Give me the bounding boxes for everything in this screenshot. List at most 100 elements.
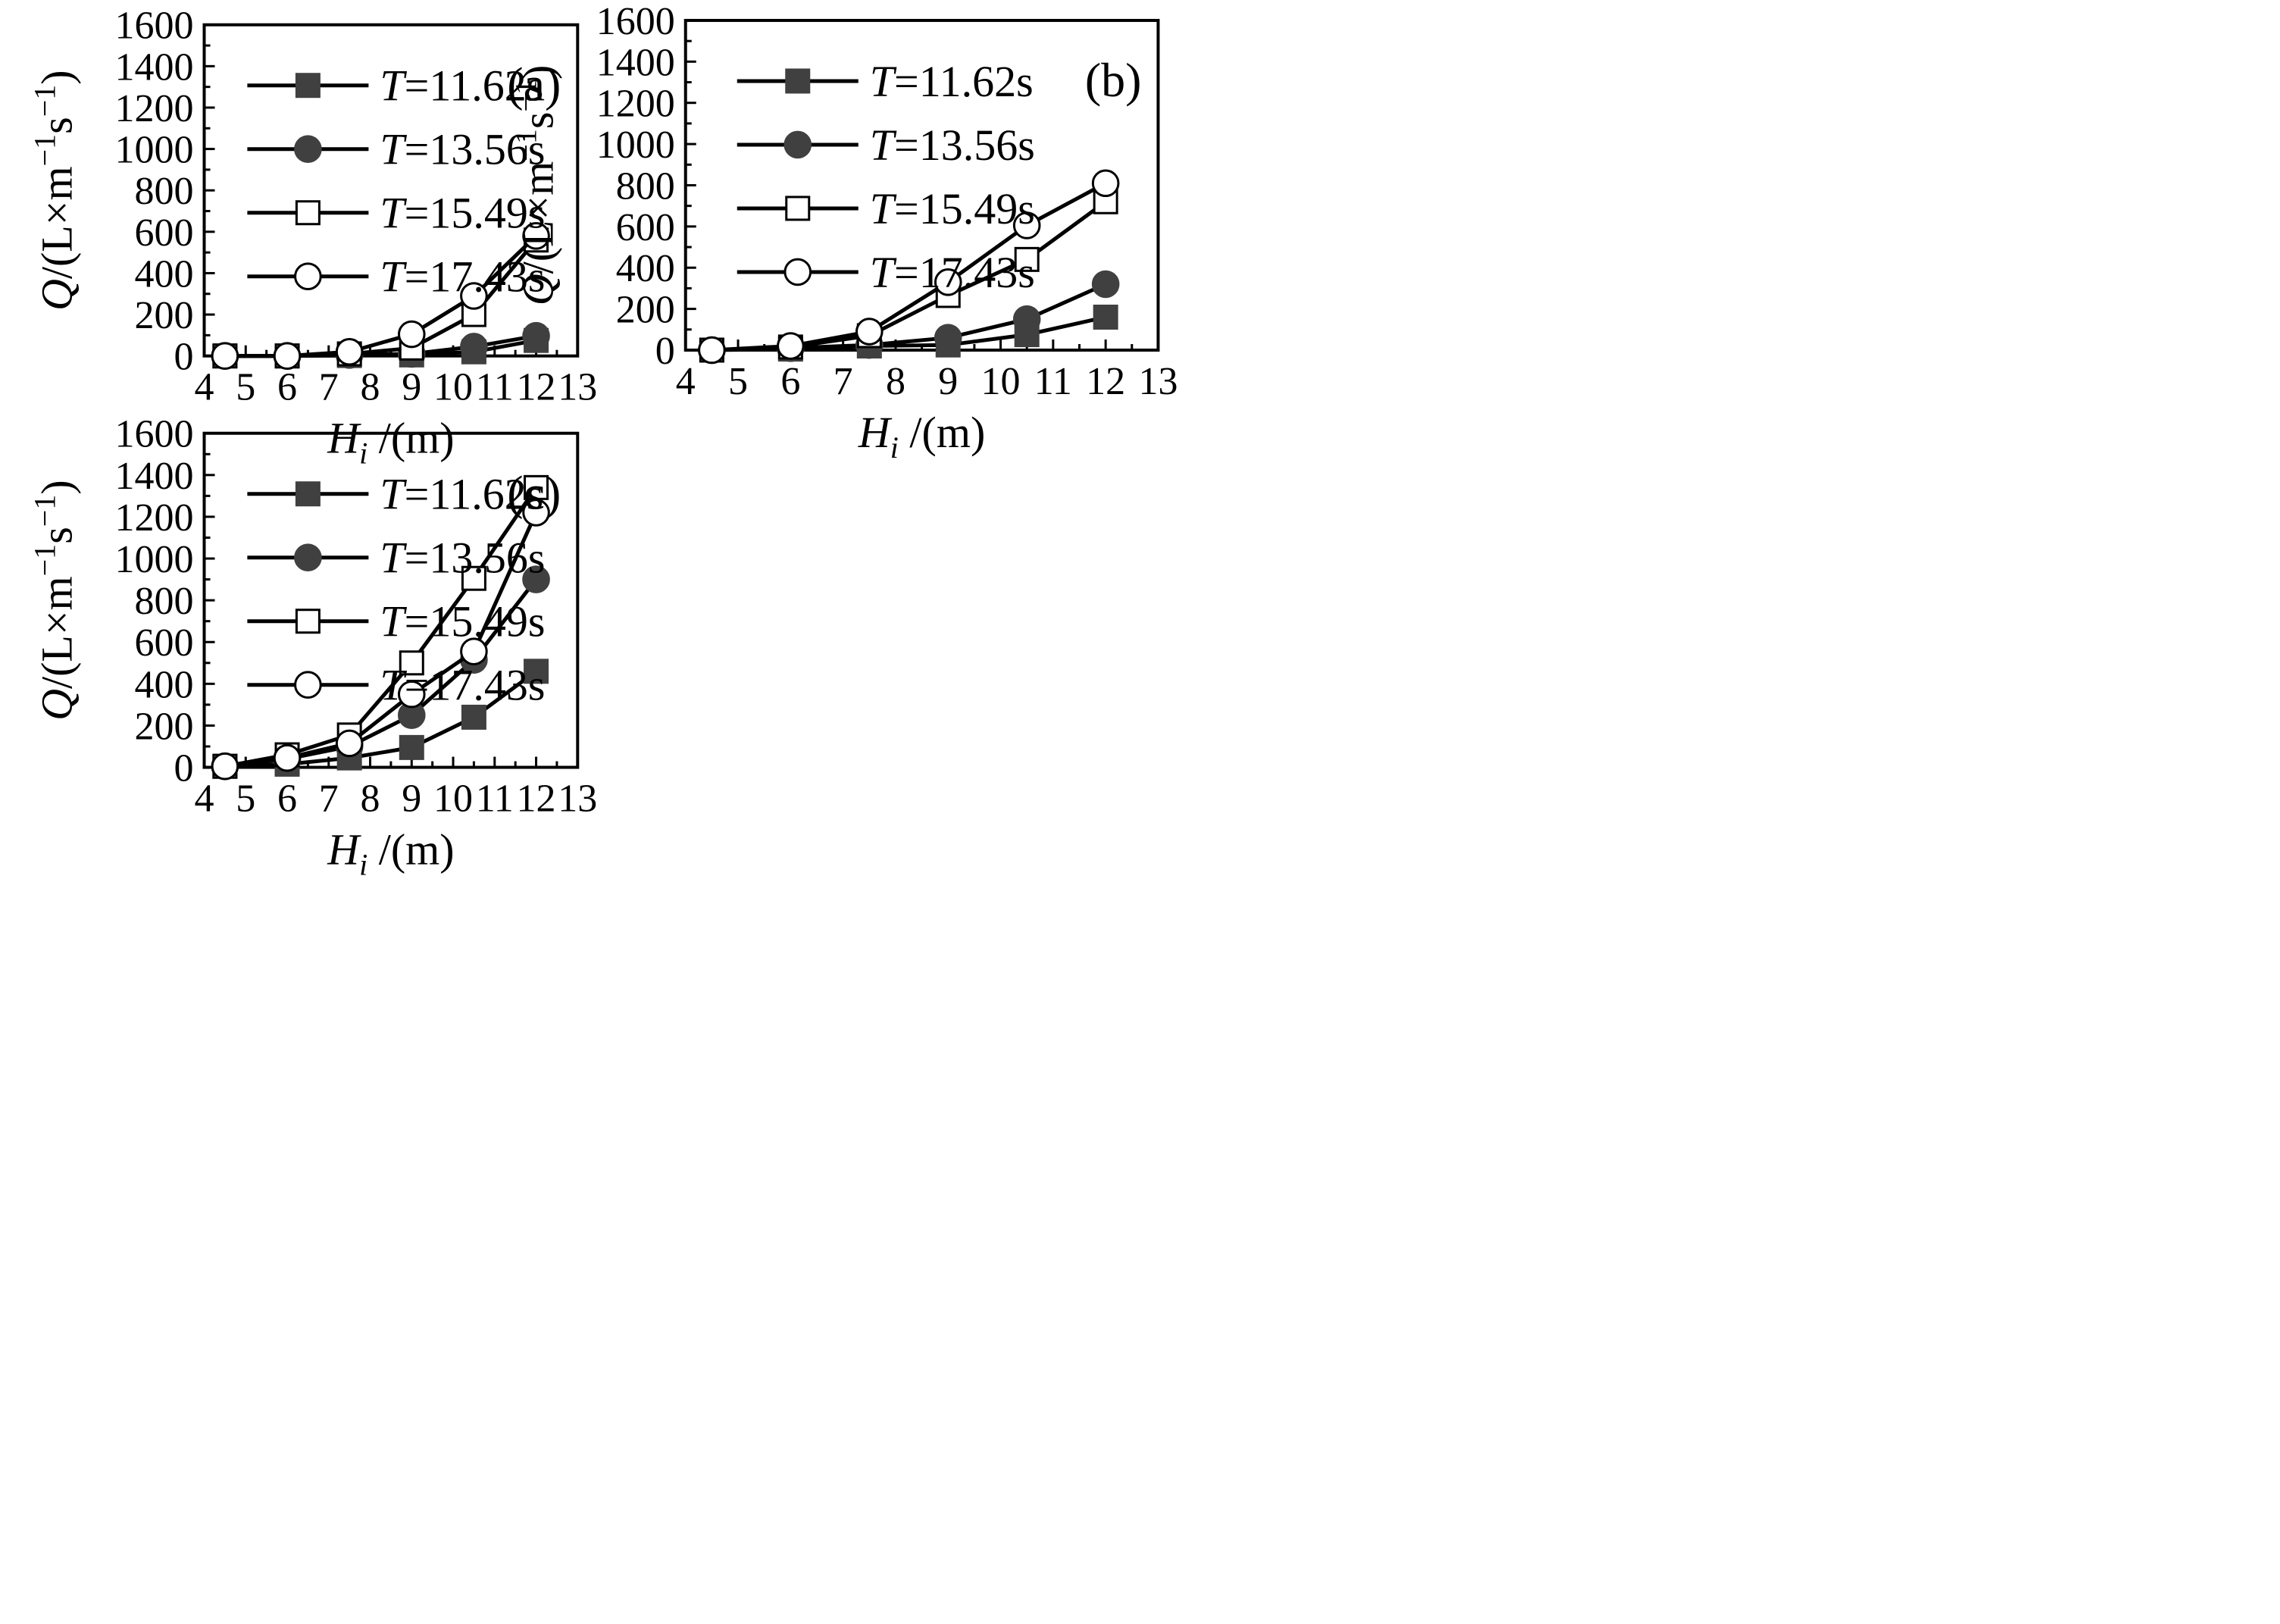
x-axis-label: Hi /(m) [858,408,985,465]
y-axis-label-exp2: −1 [28,495,62,527]
x-tick-label: 5 [236,778,255,821]
legend-entry: T=15.49s [737,184,1035,233]
legend-label-var: T [380,252,407,302]
panel-a: 4 5 6 7 8 9 10 11 12 1302004006008001000120014001… [28,5,598,471]
y-axis-label-exp1: −1 [28,544,62,577]
legend-label-value: =17.43s [405,661,546,710]
y-axis-label: Q/(L×m−1s−1) [28,480,82,721]
x-tick-label: 8 [886,360,905,403]
legend-label-value: =15.49s [894,184,1035,233]
legend-entry: T=11.62s [737,57,1034,106]
legend-label-var: T [380,470,407,519]
x-tick-label: 7 [319,778,339,821]
legend-marker [295,481,321,507]
y-axis-label-var: Q [514,274,563,305]
x-tick-label: 4 [676,360,696,403]
y-axis-label-mid: s [33,527,82,544]
data-point [777,332,805,360]
x-axis-label-unit: /(m) [367,414,454,463]
legend-entry: T=11.62s [247,61,543,111]
x-tick-label: 9 [402,778,421,821]
legend-label-var: T [380,597,407,646]
x-axis-label-sub: i [359,848,367,882]
x-tick-label: 7 [319,366,339,409]
x-tick-label: 10 [433,366,473,409]
x-tick-label: 8 [361,366,380,409]
data-point [1012,211,1041,239]
data-point [522,499,550,527]
legend-marker [294,543,322,572]
x-tick-label: 12 [1086,360,1125,403]
legend-label: T=15.49s [380,597,545,646]
x-tick-label: 6 [277,366,297,409]
legend-label: T=13.56s [380,125,545,174]
series-line [224,333,536,358]
data-point [522,321,550,350]
x-axis-label-unit: /(m) [367,825,454,875]
x-tick-label: 6 [277,778,297,821]
legend-label: T=17.43s [380,661,545,710]
legend-label: T=17.43s [870,248,1035,297]
data-point [1012,305,1041,333]
x-tick-label: 5 [728,360,748,403]
x-tick-label: 11 [1034,360,1072,403]
data-point [522,221,550,250]
legend-marker [294,135,322,164]
legend-label: T=15.49s [380,189,545,238]
panel-b: 4 5 6 7 8 9 10 11 12 1302004006008001000120014001… [509,0,1178,465]
legend-marker [295,200,321,226]
data-point [399,734,424,760]
y-tick-label: 1400 [596,41,675,84]
y-tick-label: 1600 [596,0,675,43]
data-point [934,268,962,296]
y-axis-label: Q/(L×m−1s−1) [509,65,563,306]
panel-label: (c) [507,466,561,520]
data-point [461,704,486,730]
y-tick-label: 1200 [596,83,675,126]
y-tick-label: 600 [135,211,194,255]
x-tick-label: 9 [402,366,421,409]
y-axis-label-mid: s [33,117,82,134]
data-point [1091,169,1120,198]
x-axis-label-var: H [327,414,361,463]
data-point [460,637,488,665]
x-tick-label: 6 [780,360,800,403]
x-tick-label: 10 [433,778,473,821]
x-axis-label-sub: i [359,437,367,471]
series-4 [211,499,550,781]
legend-entry: T=13.56s [247,534,545,583]
y-tick-label: 200 [135,294,194,337]
legend-entry: T=13.56s [247,125,545,174]
y-tick-label: 0 [174,747,194,790]
y-axis-label-unit: /(L×m [33,576,82,689]
x-axis-label-var: H [858,408,893,457]
y-axis-label-mid: s [514,112,563,130]
legend-entry: T=17.43s [247,252,545,302]
data-point [397,680,426,709]
panel-c: 4 5 6 7 8 9 10 11 12 13 02004006008001000120014001… [28,413,598,882]
x-tick-label: 11 [476,778,514,821]
legend-label-value: =17.43s [894,248,1035,297]
legend-label-value: =15.49s [405,189,546,238]
x-tick-label: 4 [195,366,214,409]
y-tick-label: 0 [655,330,675,373]
y-axis-label-close: ) [33,70,82,84]
panel-label: (b) [1085,53,1142,107]
data-point [273,342,302,371]
y-tick-label: 1400 [115,455,194,498]
legend-entry: T=17.43s [247,661,545,710]
y-axis-label-unit: /(L×m [33,166,82,279]
x-tick-label: 12 [517,366,556,409]
data-point [1093,304,1118,330]
y-tick-label: 200 [616,289,675,332]
legend-label-var: T [870,57,897,106]
y-tick-label: 800 [135,170,194,213]
legend-marker [785,196,811,221]
y-tick-label: 800 [616,164,675,208]
y-axis-label-exp2: −1 [28,85,62,117]
y-tick-label: 1000 [115,538,194,581]
x-tick-label: 5 [236,366,255,409]
